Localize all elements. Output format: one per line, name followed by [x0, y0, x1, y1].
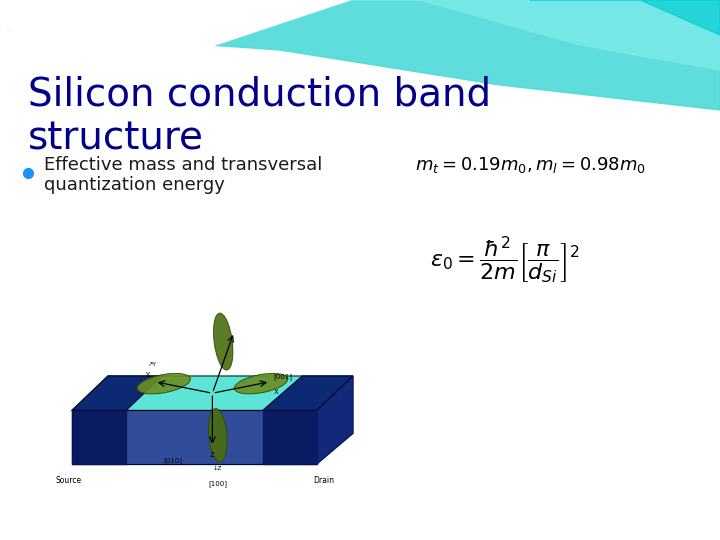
- Text: ↓Z: ↓Z: [213, 465, 222, 471]
- Polygon shape: [317, 376, 353, 464]
- Ellipse shape: [138, 374, 190, 394]
- Polygon shape: [72, 376, 353, 410]
- Polygon shape: [72, 410, 317, 464]
- Polygon shape: [72, 376, 162, 410]
- Polygon shape: [530, 0, 720, 35]
- Polygon shape: [72, 410, 126, 464]
- Text: quantization energy: quantization energy: [44, 176, 225, 194]
- Polygon shape: [350, 0, 720, 70]
- Text: [010]: [010]: [163, 457, 182, 464]
- Text: Z: Z: [210, 453, 215, 458]
- Polygon shape: [263, 376, 353, 410]
- Ellipse shape: [209, 409, 227, 462]
- Text: Effective mass and transversal: Effective mass and transversal: [44, 156, 323, 174]
- Text: structure: structure: [28, 120, 204, 158]
- Polygon shape: [317, 376, 353, 464]
- Text: $\varepsilon_0 = \dfrac{\hbar^2}{2m}\left[\dfrac{\pi}{d_{Si}}\right]^2$: $\varepsilon_0 = \dfrac{\hbar^2}{2m}\lef…: [430, 234, 580, 286]
- Text: Y: Y: [145, 372, 150, 378]
- Text: [100]: [100]: [208, 480, 228, 487]
- Polygon shape: [0, 0, 720, 110]
- Text: X: X: [274, 389, 279, 395]
- Polygon shape: [263, 410, 317, 464]
- Text: Source: Source: [55, 476, 81, 485]
- Text: [001]: [001]: [274, 373, 292, 380]
- Text: $m_t = 0.19m_0, m_l = 0.98m_0$: $m_t = 0.19m_0, m_l = 0.98m_0$: [415, 155, 646, 175]
- Text: ↗Y: ↗Y: [147, 362, 156, 367]
- Ellipse shape: [235, 374, 287, 394]
- Text: Drain: Drain: [313, 476, 335, 485]
- Ellipse shape: [214, 313, 233, 370]
- Text: Silicon conduction band: Silicon conduction band: [28, 75, 491, 113]
- Polygon shape: [0, 0, 350, 50]
